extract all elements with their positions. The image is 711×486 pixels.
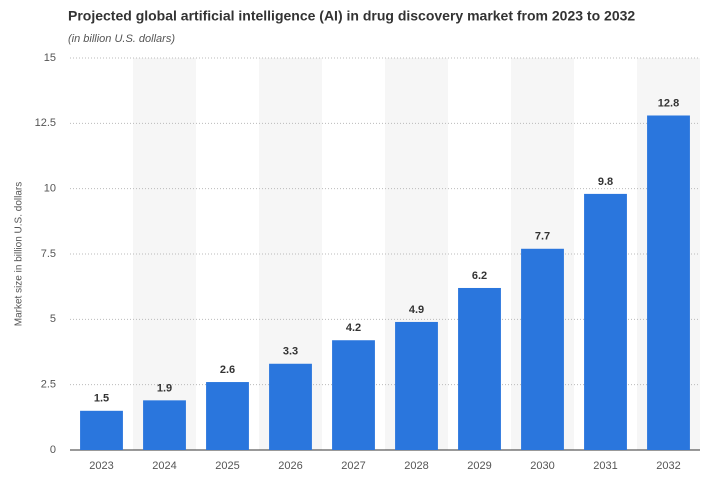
bar xyxy=(80,410,123,450)
bar xyxy=(269,363,312,450)
y-tick-label: 7.5 xyxy=(41,248,56,260)
chart-title: Projected global artificial intelligence… xyxy=(68,8,635,24)
bar xyxy=(521,248,564,450)
y-tick-label: 15 xyxy=(44,52,56,64)
value-label: 12.8 xyxy=(658,97,679,109)
value-label: 2.6 xyxy=(220,364,235,376)
value-label: 3.3 xyxy=(283,346,298,358)
y-axis-label: Market size in billion U.S. dollars xyxy=(14,182,25,327)
bar xyxy=(458,287,501,450)
value-label: 1.9 xyxy=(157,382,172,394)
x-tick-label: 2028 xyxy=(404,460,428,472)
bar xyxy=(143,400,186,450)
y-tick-label: 2.5 xyxy=(41,379,56,391)
x-tick-label: 2023 xyxy=(89,460,113,472)
y-tick-label: 5 xyxy=(50,313,56,325)
y-tick-label: 0 xyxy=(50,444,56,456)
value-label: 4.2 xyxy=(346,322,361,334)
y-tick-label: 10 xyxy=(44,183,56,195)
x-tick-label: 2030 xyxy=(530,460,554,472)
x-tick-label: 2027 xyxy=(341,460,365,472)
value-label: 1.5 xyxy=(94,393,109,405)
value-label: 7.7 xyxy=(535,231,550,243)
x-tick-label: 2032 xyxy=(656,460,680,472)
bar xyxy=(332,340,375,450)
x-tick-label: 2026 xyxy=(278,460,302,472)
bar xyxy=(647,115,690,450)
value-label: 4.9 xyxy=(409,304,424,316)
bar xyxy=(206,382,249,450)
x-tick-label: 2029 xyxy=(467,460,491,472)
value-label: 9.8 xyxy=(598,176,613,188)
bar xyxy=(584,193,627,451)
x-tick-label: 2024 xyxy=(152,460,176,472)
x-tick-label: 2031 xyxy=(593,460,617,472)
y-tick-label: 12.5 xyxy=(35,117,56,129)
value-label: 6.2 xyxy=(472,270,487,282)
chart-subtitle: (in billion U.S. dollars) xyxy=(68,33,175,45)
band-shade xyxy=(133,58,196,450)
bar xyxy=(395,321,438,450)
x-tick-label: 2025 xyxy=(215,460,239,472)
